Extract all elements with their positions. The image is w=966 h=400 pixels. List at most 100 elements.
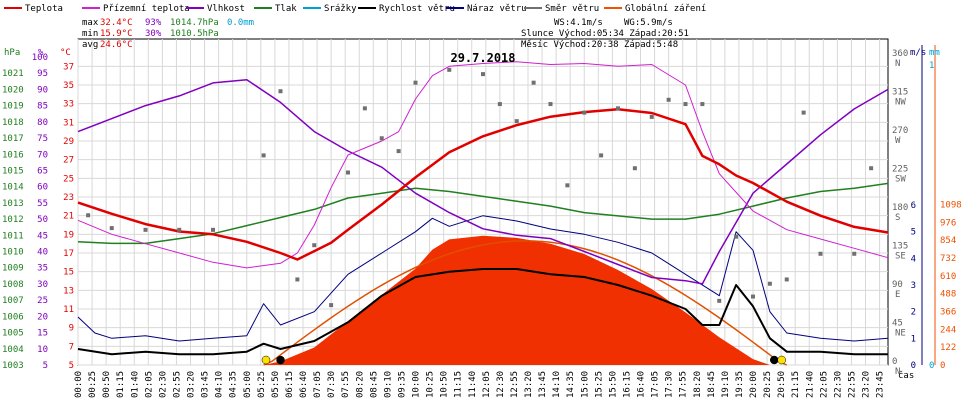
humidity-tick: 25 [37,296,48,306]
temperature-tick: 13 [63,286,74,296]
wind-dir-tick: 360 [892,49,908,59]
pressure-tick: 1019 [2,102,24,112]
wind-dir-label: N [895,367,900,377]
legend-label: Tlak [275,4,297,14]
wind-dir-tick: 315 [892,88,908,98]
pressure-tick: 1003 [2,361,24,371]
temperature-tick: 5 [69,361,74,371]
wind-dir-tick: 225 [892,165,908,175]
wind-dir-point [514,119,519,124]
stats-max-press: 1014.7hPa [170,18,219,28]
wind-dir-point [396,149,401,154]
stats-avg-label: avg [82,40,98,50]
x-tick-label: 11:15 [454,371,464,398]
pressure-tick: 1017 [2,134,24,144]
legend-label: Srážky [324,4,357,14]
wind-dir-tick: 135 [892,242,908,252]
wind-dir-tick: 0 [892,357,897,367]
wind-dir-tick: 45 [892,319,903,329]
humidity-axis-unit: % [38,48,44,58]
wind-dir-point [734,234,739,239]
wind-dir-label: E [895,290,900,300]
wind-dir-point [362,106,367,111]
x-tick-label: 18:45 [707,371,717,398]
temperature-axis-unit: °C [60,48,71,58]
humidity-tick: 15 [37,329,48,339]
x-tick-label: 06:40 [299,371,309,398]
pressure-tick: 1014 [2,183,24,193]
radiation-tick: 732 [940,254,956,264]
wind-speed-tick: 1 [911,334,916,344]
rain-tick: 0 [929,361,934,371]
pressure-tick: 1018 [2,118,24,128]
x-tick-label: 00:25 [88,371,98,398]
wind-dir-label: NW [895,98,906,108]
pressure-tick: 1021 [2,69,24,79]
wind-dir-point [295,277,300,282]
wind-speed-tick: 3 [911,281,916,291]
rain-axis-unit: mm [929,48,940,58]
wind-dir-point [852,251,857,256]
pressure-tick: 1015 [2,166,24,176]
pressure-tick: 1011 [2,231,24,241]
stats-min-press: 1010.5hPa [170,29,219,39]
temperature-tick: 31 [63,118,74,128]
temperature-tick: 27 [63,156,74,166]
wind-dir-point [261,153,266,158]
x-tick-label: 20:50 [777,371,787,398]
humidity-line [77,78,889,285]
humidity-tick: 10 [37,345,48,355]
wind-dir-point [767,281,772,286]
humidity-tick: 85 [37,102,48,112]
x-tick-label: 20:00 [749,371,759,398]
wind-dir-point [683,102,688,107]
stats-min-hum: 30% [145,29,162,39]
wind-speed-line [77,268,888,356]
humidity-tick: 90 [37,85,48,95]
x-tick-label: 21:40 [805,371,815,398]
x-tick-label: 03:45 [201,371,211,398]
moon-info: Měsíc Východ:20:38 Západ:5:48 [521,40,678,50]
wind-dir-label: W [895,136,901,146]
pressure-tick: 1012 [2,215,24,225]
sun-moon-marker [261,355,271,365]
x-tick-label: 16:40 [637,371,647,398]
temperature-tick: 17 [63,249,74,259]
x-tick-label: 17:05 [651,371,661,398]
stats-avg-temp: 24.6°C [100,40,133,50]
wind-dir-tick: 180 [892,203,908,213]
wind-speed-info: WS:4.1m/s [554,18,603,28]
x-tick-label: 18:20 [693,371,703,398]
legend-label: Vlhkost [207,4,245,14]
x-tick-label: 22:30 [833,371,843,398]
pressure-tick: 1008 [2,280,24,290]
wind-dir-label: N [895,59,900,69]
temperature-tick: 37 [63,62,74,72]
x-tick-label: 03:20 [187,371,197,398]
wind-dir-tick: 270 [892,126,908,136]
x-tick-label: 12:55 [510,371,520,398]
wind-speed-tick: 0 [911,361,916,371]
wind-dir-point [497,102,502,107]
sun-moon-marker [276,355,285,365]
temperature-tick: 35 [63,81,74,91]
wind-dir-label: NE [895,329,906,339]
wind-dir-point [784,277,789,282]
x-tick-label: 07:55 [341,371,351,398]
radiation-tick: 610 [940,272,956,282]
temperature-tick: 21 [63,212,74,222]
wind-gust-info: WG:5.9m/s [624,18,673,28]
radiation-tick: 1098 [940,201,962,211]
wind-dir-point [751,294,755,299]
wind-dir-point [649,114,654,119]
wind-speed-tick: 5 [911,228,916,238]
humidity-tick: 70 [37,150,48,160]
x-tick-label: 20:25 [763,371,773,398]
x-tick-label: 08:20 [355,371,365,398]
wind-dir-tick: 90 [892,280,903,290]
x-tick-label: 22:05 [819,371,829,398]
temperature-tick: 11 [63,305,74,315]
stats-max-rain: 0.0mm [227,18,254,28]
stats-min-temp: 15.9°C [100,29,133,39]
